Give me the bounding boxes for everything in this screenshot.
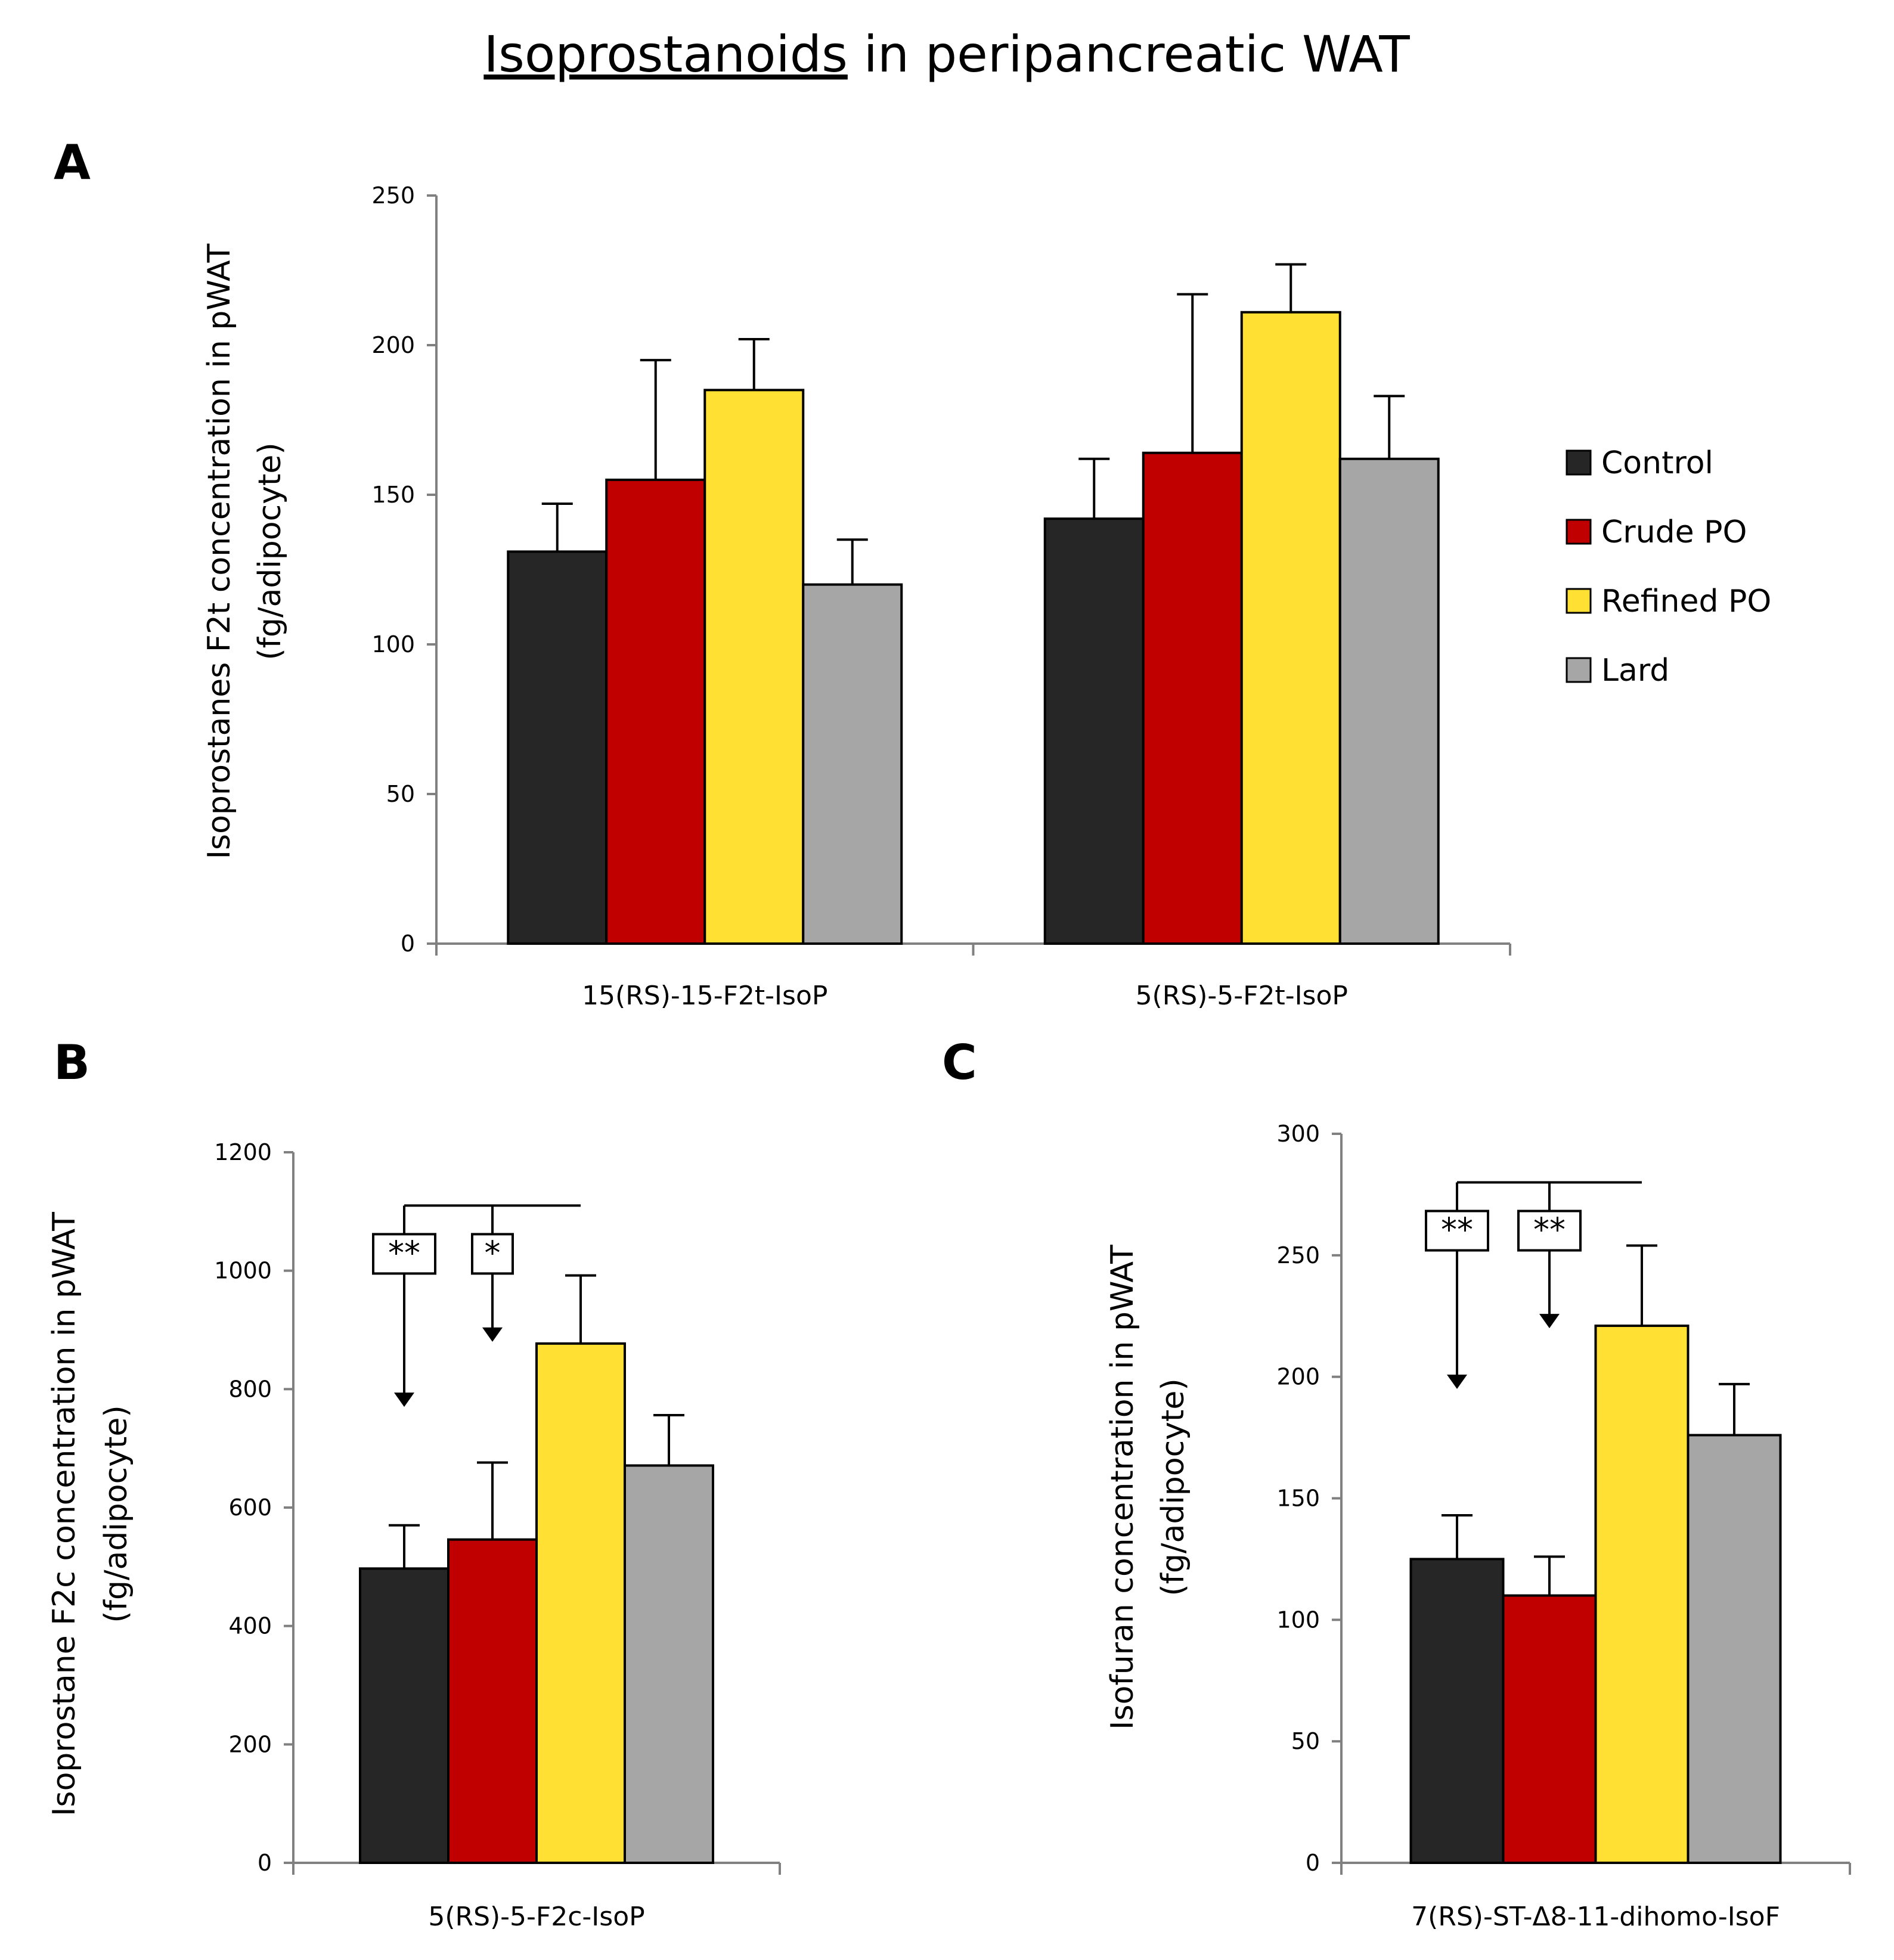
legend-label: Control [1601,445,1713,481]
significance-label: * [485,1234,501,1271]
category-label: 5(RS)-5-F2c-IsoP [428,1902,644,1932]
y-tick-label: 0 [258,1850,272,1876]
y-tick-label: 0 [1306,1850,1320,1876]
chart-a-ylabel-line2: (fg/adipocyte) [252,442,288,660]
legend-swatch-lard [1566,657,1592,683]
legend-label: Lard [1601,653,1669,689]
chart-c: 0 50 100 150 200 250 300 7(RS)-ST-Δ8-11-dihomo-… [1276,1121,1851,1932]
figure-title-text: Isoprostanoids in peripancreatic WAT [483,25,1410,83]
significance-box [1517,1210,1582,1252]
y-tick-label: 50 [386,781,415,807]
significance-arrowhead [1447,1375,1467,1390]
legend-swatch-crude-po [1566,519,1592,545]
chart-a: 0 50 100 150 200 250 15(RS)-15-F2t-IsoP 5(RS)-5… [371,182,1511,1011]
bar-crude-po [605,478,706,945]
bar-lard [624,1464,714,1865]
y-tick-label: 150 [371,482,415,508]
significance-box [1425,1210,1489,1252]
legend-swatch-control [1566,449,1592,476]
bar-control [507,550,608,945]
y-tick-label: 250 [1276,1242,1320,1269]
y-tick-label: 1000 [214,1258,272,1284]
y-tick-label: 150 [1276,1485,1320,1512]
bar-lard [802,583,903,945]
y-tick-label: 50 [1291,1728,1320,1754]
category-label: 7(RS)-ST-Δ8-11-dihomo-IsoF [1411,1902,1780,1932]
bar-lard [1687,1434,1782,1864]
bar-refined-po [703,389,805,945]
bar-control [359,1567,450,1864]
panel-letter-b: B [54,1035,90,1090]
figure-title: Isoprostanoids in peripancreatic WAT [483,25,1410,83]
chart-c-ylabel-line2: (fg/adipocyte) [1155,1378,1191,1596]
chart-a-ylabel-line1: Isoprostanes F2t concentration in pWAT [202,243,237,859]
bar-refined-po [535,1342,626,1864]
significance-arrowhead [394,1393,414,1407]
significance-label: ** [388,1234,420,1271]
significance-box [471,1233,514,1275]
y-tick-label: 0 [401,931,415,957]
significance-label: ** [1533,1211,1566,1249]
y-tick-label: 200 [371,332,415,358]
y-tick-label: 300 [1276,1121,1320,1147]
panel-letter-a: A [54,135,91,190]
chart-b-ylabel-line1: Isoprostane F2c concentration in pWAT [47,1212,82,1816]
y-tick-label: 250 [371,182,415,209]
significance-label: ** [1441,1211,1473,1249]
bar-crude-po [447,1538,538,1864]
title-underlined: Isoprostanoids [483,25,848,83]
y-tick-label: 1200 [214,1139,272,1165]
bar-crude-po [1142,451,1243,945]
bar-control [1043,517,1145,945]
y-tick-label: 100 [1276,1607,1320,1633]
y-tick-label: 200 [1276,1364,1320,1390]
y-tick-label: 200 [228,1731,272,1757]
y-tick-label: 400 [228,1613,272,1639]
panel-letter-c: C [942,1035,977,1090]
category-label: 5(RS)-5-F2t-IsoP [1136,981,1348,1011]
legend-swatch-refined-po [1566,588,1592,614]
legend-label: Refined PO [1601,584,1771,619]
y-tick-label: 100 [371,631,415,658]
chart-c-ylabel-line1: Isofuran concentration in pWAT [1105,1245,1140,1730]
title-rest: in peripancreatic WAT [848,25,1410,83]
bar-refined-po [1594,1325,1690,1864]
significance-arrowhead [482,1327,503,1342]
category-label: 15(RS)-15-F2t-IsoP [582,981,827,1011]
bar-lard [1338,457,1440,945]
legend: Control Crude PO Refined PO Lard [1566,445,1771,689]
bar-crude-po [1502,1594,1597,1864]
bar-control [1409,1558,1505,1865]
chart-b-ylabel-line2: (fg/adipocyte) [98,1405,134,1623]
significance-arrowhead [1539,1314,1560,1329]
legend-label: Crude PO [1601,514,1747,550]
y-tick-label: 600 [228,1494,272,1521]
y-tick-label: 800 [228,1376,272,1402]
bar-refined-po [1240,311,1341,945]
